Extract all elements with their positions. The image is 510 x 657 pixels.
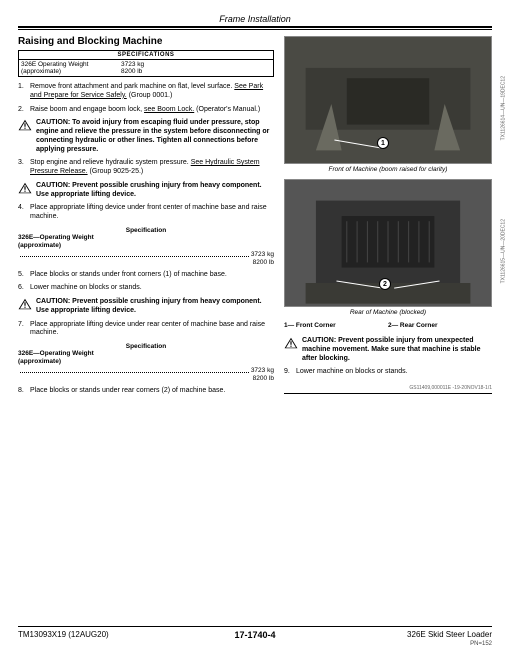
- section-end-rule: [284, 393, 492, 394]
- step-5: 5.Place blocks or stands under front cor…: [18, 271, 274, 280]
- header-title: Frame Installation: [18, 14, 492, 24]
- caution-1: CAUTION: To avoid injury from escaping f…: [18, 119, 274, 154]
- page-number: PN=152: [18, 641, 492, 647]
- step-6: 6.Lower machine on blocks or stands.: [18, 284, 274, 293]
- right-column: 1 TX1126614—UN—19DEC12 Front of Machine …: [284, 36, 492, 401]
- footer-center: 17-1740-4: [176, 630, 334, 640]
- footer-right: 326E Skid Steer Loader: [334, 630, 492, 640]
- header-rule-thin: [18, 29, 492, 30]
- link-boom-lock: see Boom Lock.: [144, 106, 194, 113]
- step-1: 1.Remove front attachment and park machi…: [18, 83, 274, 101]
- figure-caption-2: Rear of Machine (blocked): [284, 309, 492, 316]
- figure-caption-1: Front of Machine (boom raised for clarit…: [284, 166, 492, 173]
- callout-1: 1: [377, 137, 389, 149]
- spec-inline-1: Specification 326E—Operating Weight (app…: [18, 227, 274, 268]
- caution-2: CAUTION: Prevent possible crushing injur…: [18, 182, 274, 200]
- warning-icon: [18, 182, 32, 200]
- callout-2: 2: [379, 278, 391, 290]
- section-title: Raising and Blocking Machine: [18, 36, 274, 47]
- figure-front: 1: [284, 36, 492, 164]
- step-4: 4.Place appropriate lifting device under…: [18, 204, 274, 222]
- left-column: Raising and Blocking Machine SPECIFICATI…: [18, 36, 274, 401]
- step-8: 8.Place blocks or stands under rear corn…: [18, 387, 274, 396]
- ref-code: GS11409,000011E -19-20NOV18-1/1: [284, 385, 492, 391]
- image-code-1: TX1126614—UN—19DEC12: [500, 76, 506, 140]
- step-2: 2.Raise boom and engage boom lock, see B…: [18, 106, 274, 115]
- legend-2: 2— Rear Corner: [388, 322, 492, 329]
- figure-rear: 2: [284, 179, 492, 307]
- spec-val2: 8200 lb: [121, 68, 271, 75]
- legend: 1— Front Corner 2— Rear Corner: [284, 322, 492, 329]
- spec-inline-2: Specification 326E—Operating Weight (app…: [18, 343, 274, 384]
- spec-label: 326E Operating Weight (approximate): [21, 61, 121, 75]
- footer-left: TM13093X19 (12AUG20): [18, 630, 176, 640]
- step-9: 9.Lower machine on blocks or stands.: [284, 368, 492, 377]
- caution-4: CAUTION: Prevent possible injury from un…: [284, 337, 492, 363]
- legend-1: 1— Front Corner: [284, 322, 388, 329]
- warning-icon: [284, 337, 298, 363]
- image-code-2: TX1126615—UN—20DEC12: [500, 219, 506, 283]
- spec-val1: 3723 kg: [121, 61, 271, 68]
- spec-table: SPECIFICATIONS 326E Operating Weight (ap…: [18, 50, 274, 77]
- step-3: 3.Stop engine and relieve hydraulic syst…: [18, 159, 274, 177]
- caution-3: CAUTION: Prevent possible crushing injur…: [18, 298, 274, 316]
- spec-head: SPECIFICATIONS: [19, 51, 273, 60]
- header-rule: [18, 26, 492, 28]
- step-7: 7.Place appropriate lifting device under…: [18, 321, 274, 339]
- warning-icon: [18, 298, 32, 316]
- footer: TM13093X19 (12AUG20) 17-1740-4 326E Skid…: [18, 626, 492, 647]
- warning-icon: [18, 119, 32, 154]
